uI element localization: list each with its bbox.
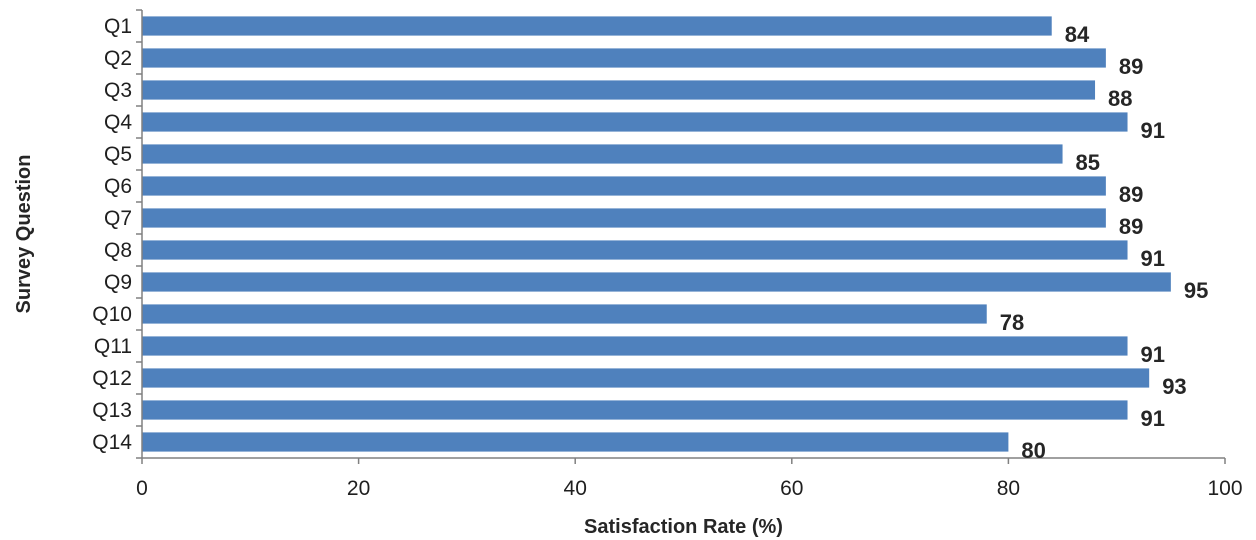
data-label-q12: 93 [1162, 374, 1186, 399]
category-label-q11: Q11 [94, 335, 132, 358]
bar-q8 [142, 240, 1128, 260]
category-label-q13: Q13 [92, 399, 132, 422]
bar-q13 [142, 400, 1128, 420]
x-tick-label: 80 [997, 477, 1020, 500]
data-label-q4: 91 [1141, 118, 1165, 143]
bar-q11 [142, 336, 1128, 356]
bar-q10 [142, 304, 987, 324]
data-label-q13: 91 [1141, 406, 1165, 431]
bar-q7 [142, 208, 1106, 228]
x-tick-label: 0 [136, 477, 148, 500]
category-label-q12: Q12 [92, 367, 132, 390]
x-axis-title: Satisfaction Rate (%) [584, 516, 783, 538]
data-label-q1: 84 [1065, 22, 1090, 47]
y-axis-title: Survey Question [13, 155, 35, 314]
category-label-q14: Q14 [92, 431, 132, 454]
x-tick-label: 20 [347, 477, 370, 500]
labels-layer: 0 20 40 60 80 100 Q1 84 Q2 89 Q3 88 Q4 91 Q5 85 Q6 89 Q7 89… [92, 15, 1242, 500]
bar-q14 [142, 432, 1009, 452]
data-label-q10: 78 [1000, 310, 1024, 335]
data-label-q7: 89 [1119, 214, 1143, 239]
category-label-q7: Q7 [104, 207, 132, 230]
bar-q9 [142, 272, 1171, 292]
data-label-q9: 95 [1184, 278, 1208, 303]
category-label-q10: Q10 [92, 303, 132, 326]
category-label-q3: Q3 [104, 79, 132, 102]
axes-layer [136, 9, 1226, 464]
data-label-q5: 85 [1076, 150, 1100, 175]
category-label-q9: Q9 [104, 271, 132, 294]
bar-q2 [142, 48, 1106, 68]
category-label-q8: Q8 [104, 239, 132, 262]
x-tick-label: 100 [1207, 477, 1242, 500]
category-label-q1: Q1 [104, 15, 132, 38]
data-label-q11: 91 [1141, 342, 1165, 367]
bar-q6 [142, 176, 1106, 196]
bar-q3 [142, 80, 1096, 100]
bar-q4 [142, 112, 1128, 132]
data-label-q14: 80 [1021, 438, 1045, 463]
category-label-q5: Q5 [104, 143, 132, 166]
category-label-q4: Q4 [104, 111, 132, 134]
bar-q12 [142, 368, 1150, 388]
category-label-q2: Q2 [104, 47, 132, 70]
data-label-q3: 88 [1108, 86, 1132, 111]
bar-q5 [142, 144, 1063, 164]
bars-layer [142, 16, 1171, 452]
data-label-q2: 89 [1119, 54, 1143, 79]
x-tick-label: 60 [780, 477, 803, 500]
x-tick-label: 40 [564, 477, 587, 500]
data-label-q8: 91 [1141, 246, 1165, 271]
bar-q1 [142, 16, 1052, 36]
category-label-q6: Q6 [104, 175, 132, 198]
data-label-q6: 89 [1119, 182, 1143, 207]
